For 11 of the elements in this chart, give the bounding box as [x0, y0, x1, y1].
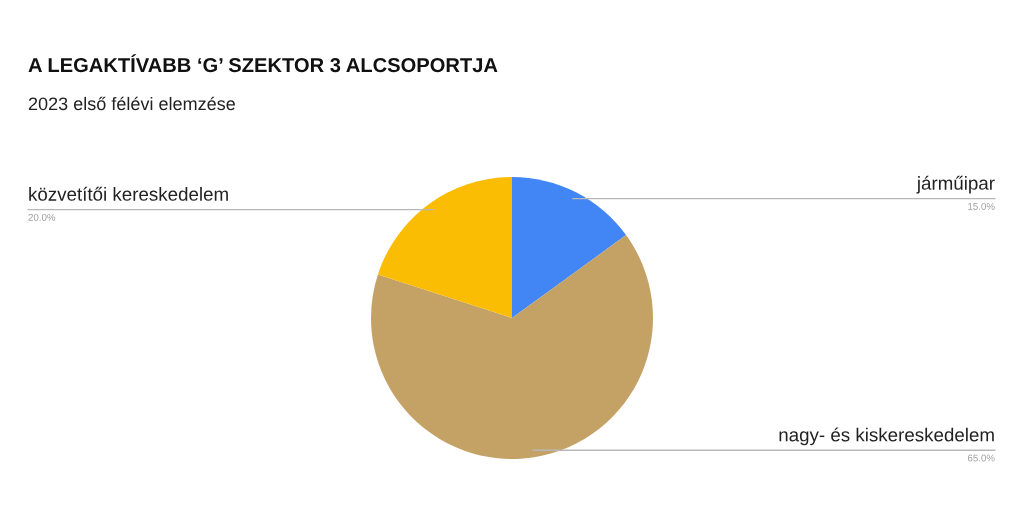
pie-slice	[377, 177, 512, 318]
chart-title: A LEGAKTÍVABB ‘G’ SZEKTOR 3 ALCSOPORTJA	[28, 54, 498, 73]
pie-slice	[512, 177, 627, 318]
data-label: 20.0%	[28, 213, 56, 221]
slice-label: nagy- és kiskereskedelem	[779, 427, 994, 446]
pie-slice	[371, 235, 653, 459]
slice-label: járműipar	[916, 175, 995, 194]
slice-label: közvetítői kereskedelem	[29, 186, 228, 201]
chart-subtitle: 2023 első félévi elemzése	[28, 96, 235, 111]
data-label: 15.0%	[968, 202, 995, 210]
data-label: 65.0%	[967, 454, 995, 462]
